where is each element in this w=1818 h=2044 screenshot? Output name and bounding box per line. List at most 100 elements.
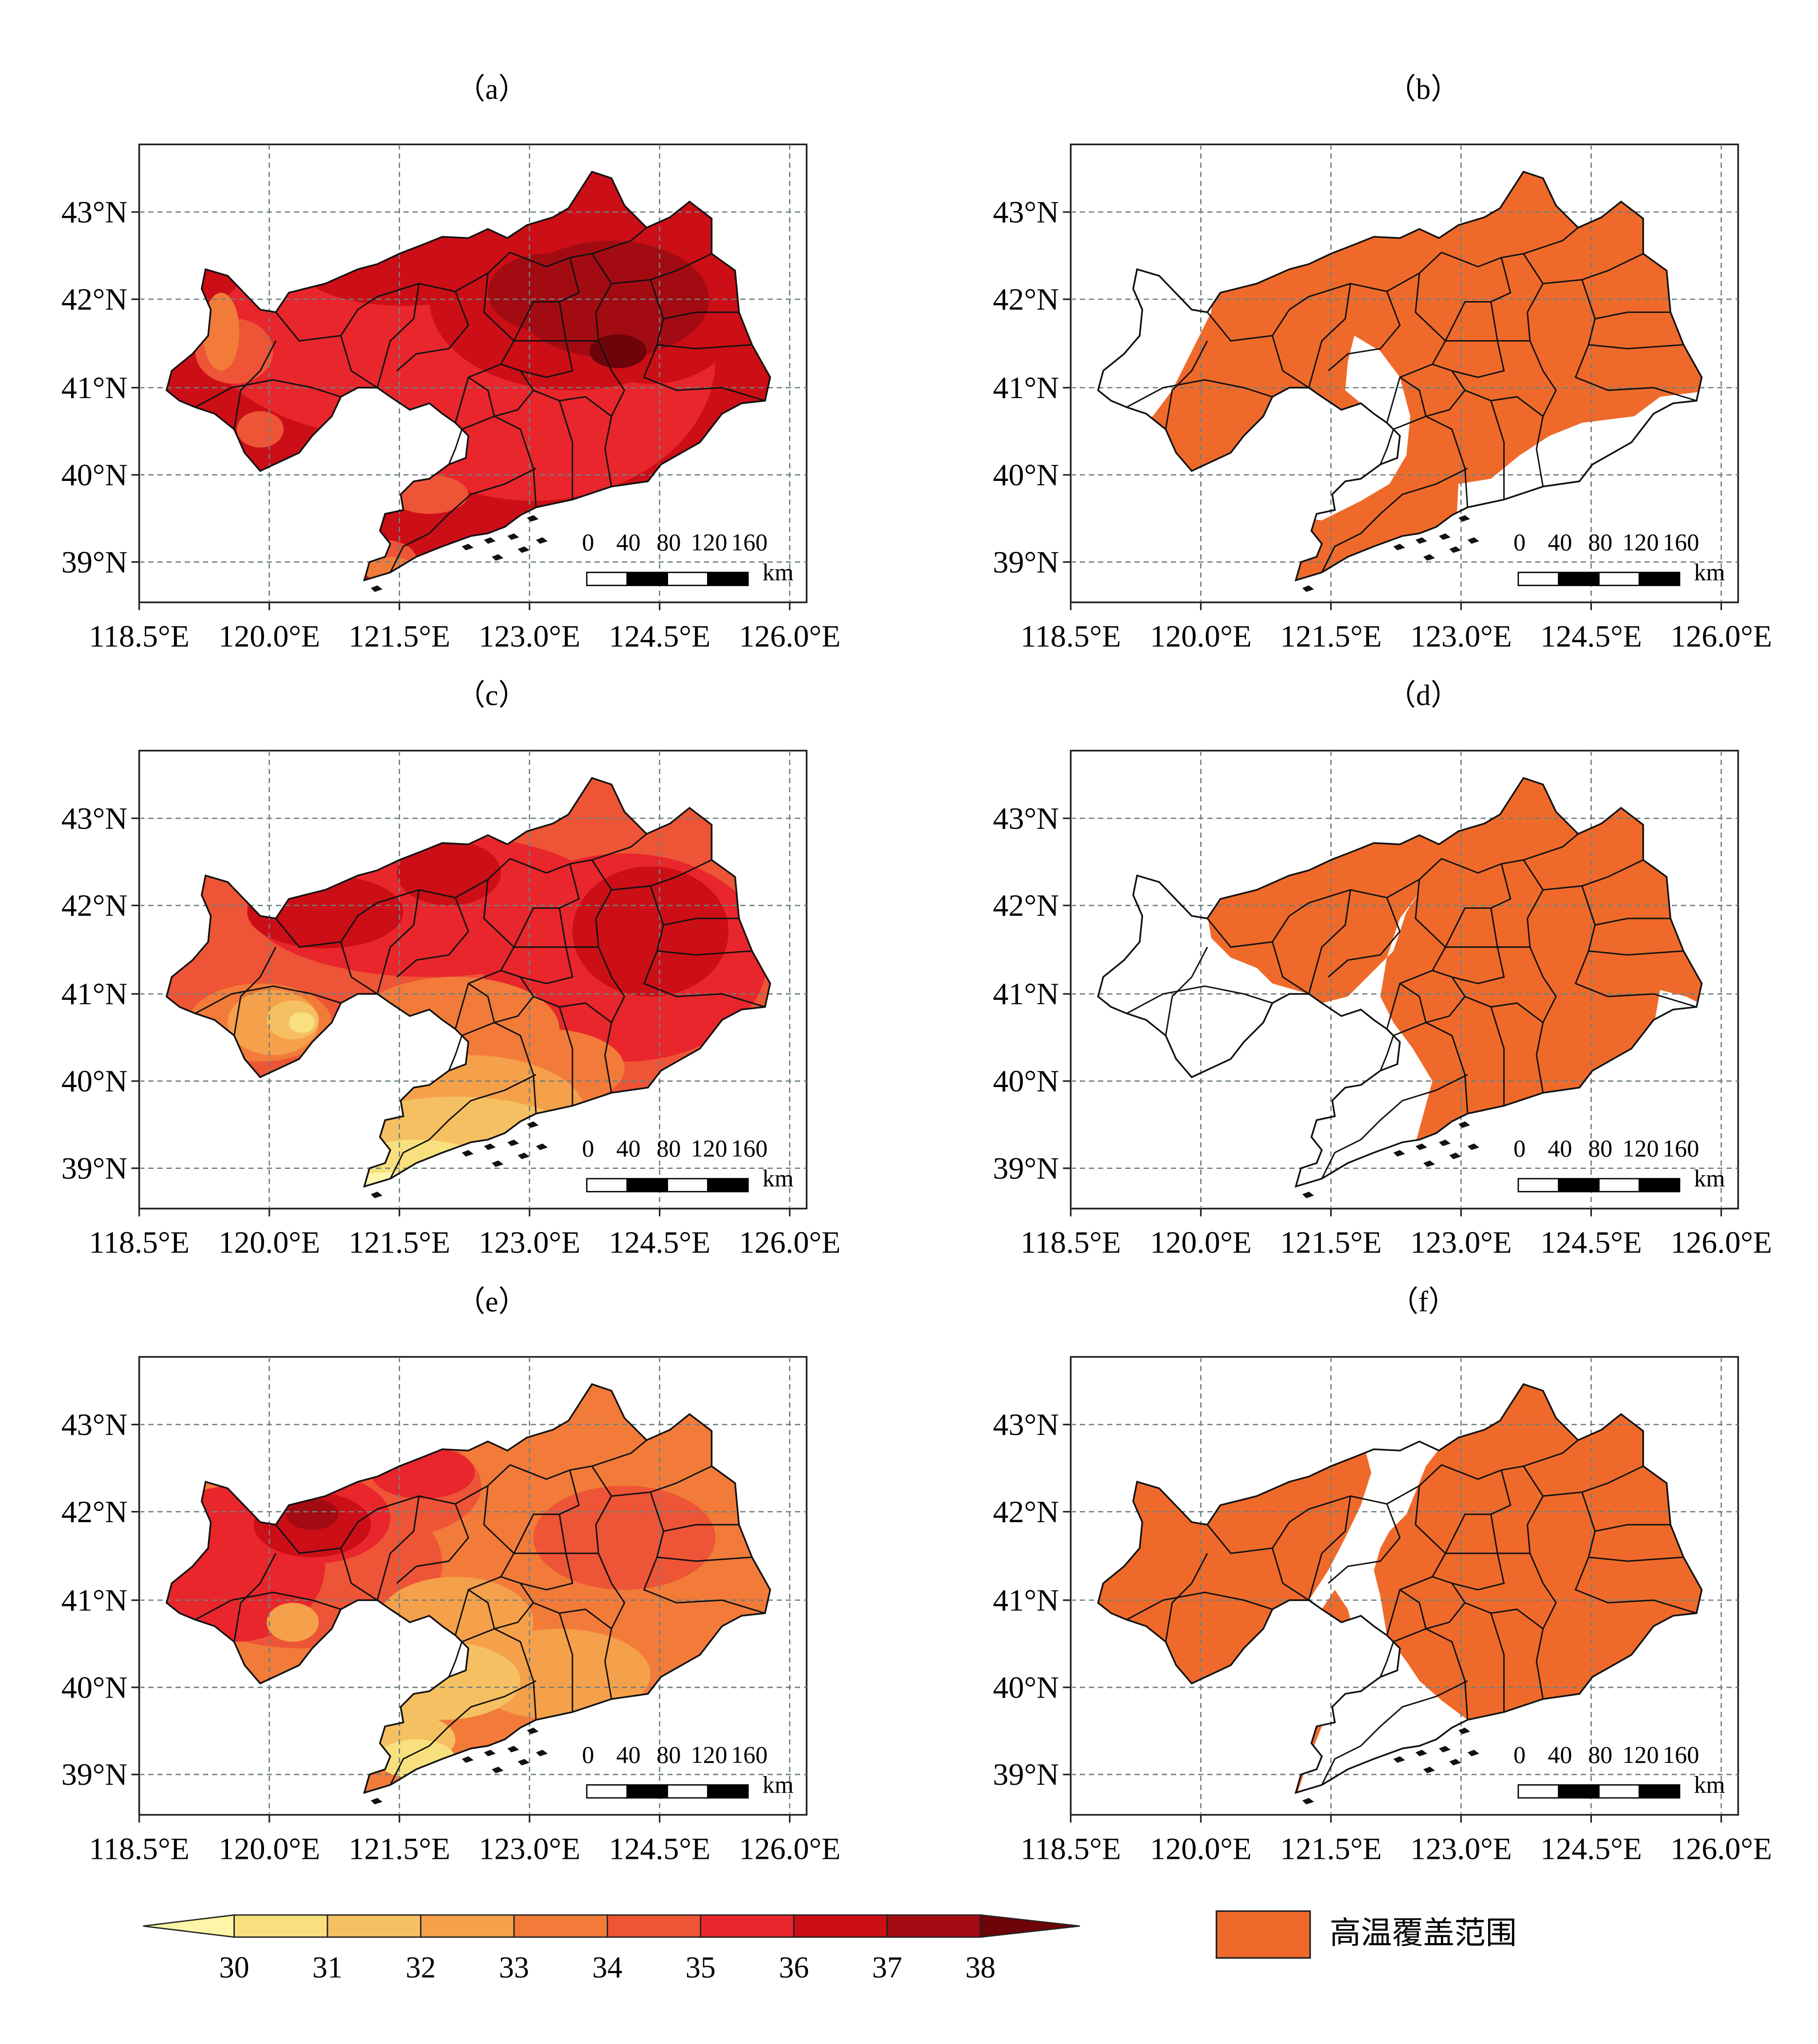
island [1467, 537, 1479, 544]
lon-tick-label: 118.5°E [1020, 1831, 1121, 1866]
scale-bar-label: 80 [656, 528, 681, 555]
county-boundary [1445, 1470, 1512, 1554]
county-boundary [194, 985, 341, 1014]
graticule [140, 146, 807, 601]
lon-tick-label: 124.5°E [1540, 1225, 1642, 1260]
lat-tick-label: 40°N [993, 1670, 1059, 1704]
county-boundary [389, 467, 536, 573]
scale-bar-segment [707, 1784, 749, 1799]
county-boundary [233, 947, 277, 1036]
lat-tick-label: 43°N [61, 1407, 128, 1442]
lon-tick-label: 123.0°E [478, 1225, 580, 1260]
county-boundary [1451, 976, 1544, 1023]
county-boundary [1527, 889, 1557, 1093]
county-boundary [1527, 1495, 1557, 1700]
no-coverage-area [1296, 1433, 1468, 1793]
county-boundary [1490, 1613, 1505, 1712]
colorbar-bin [233, 1914, 328, 1938]
county-boundary [194, 379, 341, 408]
scale-bar: 0 40 80 120 160 km [1513, 1135, 1725, 1193]
scale-bar-label: 160 [731, 1135, 767, 1162]
county-boundary [233, 340, 277, 430]
county-boundary [1399, 983, 1469, 1114]
island [1449, 546, 1461, 553]
county-boundary [1206, 1464, 1442, 1554]
county-boundary [1386, 273, 1447, 423]
county-boundary [1165, 947, 1208, 1036]
lat-tick-label: 40°N [61, 1064, 128, 1098]
lat-tick-label: 41°N [61, 370, 128, 405]
island [1449, 1152, 1461, 1159]
county-boundary [519, 976, 612, 1023]
county-boundary [376, 890, 420, 994]
map-panel-a: （a） 118.5°E 120.0°E 121.5°E 123.0°E 124.5°E 12… [61, 73, 841, 653]
lon-tick-label: 121.5°E [1280, 1831, 1382, 1866]
county-boundary [1206, 251, 1442, 342]
panels-group: （a） 118.5°E 120.0°E 121.5°E 123.0°E 124.5°E 12… [61, 73, 1772, 1866]
province-outline [165, 777, 771, 1188]
island [484, 537, 496, 544]
isotherm-band [267, 1603, 319, 1642]
lon-tick-label: 126.0°E [1670, 619, 1772, 653]
scale-bar-segment [1517, 1178, 1559, 1193]
lon-tick-label: 121.5°E [1280, 619, 1382, 653]
lat-tick-label: 40°N [61, 458, 128, 492]
scale-bar-segment [667, 572, 708, 586]
county-boundary [595, 1495, 626, 1700]
lat-tick-label: 42°N [61, 1494, 128, 1529]
lon-tick-label: 121.5°E [348, 619, 450, 653]
lon-tick-label: 124.5°E [609, 619, 710, 653]
island [1467, 1143, 1479, 1150]
lon-tick-label: 124.5°E [609, 1225, 710, 1260]
county-boundary [1445, 257, 1512, 342]
isotherm-band [468, 1628, 651, 1720]
lat-tick-label: 42°N [993, 282, 1059, 316]
island [507, 1139, 519, 1146]
scale-bar: 0 40 80 120 160 km [1513, 1741, 1725, 1799]
scale-bar-unit: km [1694, 1771, 1725, 1798]
panel-label: （d） [1387, 679, 1460, 711]
lon-tick-label: 124.5°E [1540, 619, 1642, 653]
scale-bar-segment [586, 1784, 628, 1799]
lat-tick-label: 39°N [61, 1151, 128, 1185]
county-boundary [468, 983, 537, 1114]
county-boundary [1490, 400, 1505, 500]
lat-tick-label: 43°N [61, 195, 128, 229]
colorbar-tick-label: 34 [592, 1951, 622, 1984]
island [492, 1160, 504, 1167]
island [1423, 1160, 1435, 1167]
lat-tick-label: 39°N [993, 545, 1059, 579]
county-boundary [1399, 1589, 1469, 1720]
island [1458, 515, 1471, 522]
island [370, 1797, 383, 1805]
admin-boundaries [1097, 171, 1703, 592]
island [1467, 1750, 1479, 1757]
lon-tick-label: 123.0°E [478, 1831, 580, 1866]
lon-tick-label: 118.5°E [1020, 619, 1121, 653]
scale-bar-label: 120 [1622, 1741, 1659, 1768]
county-boundary [656, 318, 752, 350]
county-boundary [1527, 283, 1557, 487]
province-outline [1097, 1383, 1703, 1794]
county-boundary [233, 1553, 277, 1642]
lat-tick-label: 41°N [61, 1583, 128, 1617]
scale-bar: 0 40 80 120 160 km [582, 1135, 794, 1193]
county-boundary [1271, 335, 1309, 388]
scale-bar-label: 80 [656, 1135, 681, 1162]
lat-tick-label: 40°N [61, 1670, 128, 1704]
county-boundary [340, 1547, 378, 1601]
county-boundary [1588, 318, 1684, 350]
colorbar: 30 31 32 33 34 35 36 37 38 [143, 1914, 1080, 1984]
island [1439, 1139, 1451, 1146]
scale-bar-segment [1558, 572, 1600, 586]
lat-tick-label: 39°N [993, 1757, 1059, 1792]
island [517, 1152, 530, 1159]
county-boundary [1441, 1439, 1579, 1480]
county-boundary [275, 251, 511, 342]
county-boundary [1386, 1485, 1447, 1636]
county-boundary [448, 1022, 495, 1071]
admin-boundaries [165, 1383, 771, 1805]
lon-tick-label: 126.0°E [739, 619, 841, 653]
lat-tick-label: 41°N [993, 370, 1059, 405]
